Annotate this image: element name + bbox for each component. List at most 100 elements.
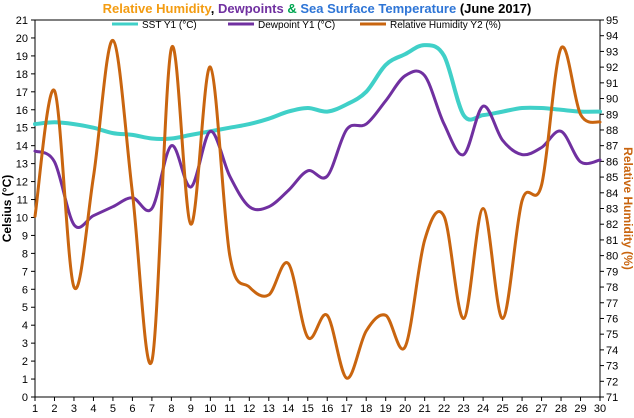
- y1-tick-label: 21: [16, 15, 28, 27]
- y2-tick-label: 91: [606, 78, 618, 90]
- y1-tick-label: 2: [22, 356, 28, 368]
- y2-tick-label: 73: [606, 361, 618, 373]
- y1-tick-label: 12: [16, 177, 28, 189]
- dewpoint-series-line: [33, 69, 602, 229]
- title-segment: Dewpoints: [218, 1, 284, 16]
- x-tick-label: 8: [168, 403, 174, 415]
- x-tick-label: 3: [71, 403, 77, 415]
- y2-tick-label: 95: [606, 15, 618, 27]
- y2-tick-label: 71: [606, 392, 618, 404]
- y2-tick-label: 94: [606, 31, 618, 43]
- x-tick-label: 14: [282, 403, 294, 415]
- legend-label: SST Y1 (°C): [142, 20, 197, 31]
- x-tick-label: 12: [243, 403, 255, 415]
- y2-tick-label: 87: [606, 141, 618, 153]
- legend-label: Dewpoint Y1 (°C): [258, 20, 335, 31]
- x-tick-label: 27: [535, 403, 547, 415]
- y1-tick-label: 6: [22, 284, 28, 296]
- x-tick-label: 16: [321, 403, 333, 415]
- x-tick-label: 15: [302, 403, 314, 415]
- y2-tick-label: 80: [606, 251, 618, 263]
- x-tick-label: 25: [496, 403, 508, 415]
- x-tick-label: 7: [149, 403, 155, 415]
- y1-tick-label: 18: [16, 69, 28, 81]
- y1-tick-label: 16: [16, 105, 28, 117]
- y2-axis-title: Relative Humidity (%): [621, 147, 634, 270]
- legend-item-dewpoint: Dewpoint Y1 (°C): [228, 20, 335, 31]
- y2-tick-label: 75: [606, 329, 618, 341]
- x-tick-label: 11: [224, 403, 235, 415]
- y1-tick-label: 11: [17, 195, 28, 207]
- x-tick-label: 24: [477, 403, 489, 415]
- y2-tick-label: 83: [606, 204, 618, 216]
- title-segment: Relative Humidity: [103, 1, 213, 16]
- y1-tick-label: 4: [22, 320, 28, 332]
- y2-tick-label: 93: [606, 46, 618, 58]
- y1-tick-label: 14: [16, 141, 28, 153]
- legend-item-humidity: Relative Humidity Y2 (%): [360, 20, 501, 31]
- y1-tick-label: 17: [16, 87, 28, 99]
- x-tick-label: 5: [110, 403, 116, 415]
- chart-legend: SST Y1 (°C) Dewpoint Y1 (°C) Relative Humi…: [112, 20, 501, 31]
- chart-axes: 0123456789101112131415161718192021717273…: [0, 15, 634, 415]
- y1-tick-label: 1: [22, 374, 28, 386]
- y1-tick-label: 19: [16, 51, 28, 63]
- y2-tick-label: 85: [606, 172, 618, 184]
- x-tick-label: 17: [341, 403, 353, 415]
- y1-tick-label: 8: [22, 248, 28, 260]
- x-tick-label: 21: [419, 403, 431, 415]
- x-tick-label: 9: [188, 403, 194, 415]
- x-tick-label: 28: [555, 403, 567, 415]
- y2-tick-label: 89: [606, 109, 618, 121]
- y1-tick-label: 0: [22, 392, 28, 404]
- x-tick-label: 4: [90, 403, 96, 415]
- y2-tick-label: 90: [606, 94, 618, 106]
- x-tick-label: 6: [129, 403, 135, 415]
- sst-series-line: [33, 43, 602, 141]
- y1-axis-title: Celsius (°C): [0, 175, 14, 242]
- x-tick-label: 26: [516, 403, 528, 415]
- legend-label: Relative Humidity Y2 (%): [390, 20, 501, 31]
- y2-tick-label: 74: [606, 345, 618, 357]
- y2-tick-label: 82: [606, 219, 618, 231]
- humidity-series-line: [33, 38, 602, 380]
- title-segment: Sea Surface Temperature: [300, 1, 456, 16]
- title-segment: &: [284, 1, 301, 16]
- chart-series: [33, 38, 602, 380]
- y1-tick-label: 13: [16, 159, 28, 171]
- y1-tick-label: 7: [22, 266, 28, 278]
- y1-tick-label: 5: [22, 302, 28, 314]
- y1-tick-label: 9: [22, 230, 28, 242]
- x-tick-label: 1: [32, 403, 38, 415]
- x-tick-label: 23: [457, 403, 469, 415]
- x-tick-label: 20: [399, 403, 411, 415]
- x-tick-label: 10: [204, 403, 216, 415]
- x-tick-label: 30: [594, 403, 606, 415]
- y2-tick-label: 76: [606, 313, 618, 325]
- y1-tick-label: 20: [16, 33, 28, 45]
- x-tick-label: 29: [574, 403, 586, 415]
- y2-tick-label: 79: [606, 266, 618, 278]
- y2-tick-label: 92: [606, 62, 618, 74]
- y2-tick-label: 72: [606, 376, 618, 388]
- y2-tick-label: 84: [606, 188, 618, 200]
- y2-tick-label: 86: [606, 156, 618, 168]
- x-tick-label: 19: [380, 403, 392, 415]
- x-tick-label: 13: [263, 403, 275, 415]
- y1-tick-label: 3: [22, 338, 28, 350]
- chart-title: Relative Humidity, Dewpoints & Sea Surfa…: [103, 1, 532, 16]
- x-tick-label: 2: [51, 403, 57, 415]
- y2-tick-label: 78: [606, 282, 618, 294]
- x-tick-label: 22: [438, 403, 450, 415]
- y1-tick-label: 15: [16, 123, 28, 135]
- y2-tick-label: 81: [606, 235, 618, 247]
- legend-item-sst: SST Y1 (°C): [112, 20, 197, 31]
- x-tick-label: 18: [360, 403, 372, 415]
- y2-tick-label: 77: [606, 298, 618, 310]
- title-segment: (June 2017): [456, 1, 531, 16]
- y1-tick-label: 10: [16, 212, 28, 224]
- y2-tick-label: 88: [606, 125, 618, 137]
- title-segment: ,: [211, 1, 218, 16]
